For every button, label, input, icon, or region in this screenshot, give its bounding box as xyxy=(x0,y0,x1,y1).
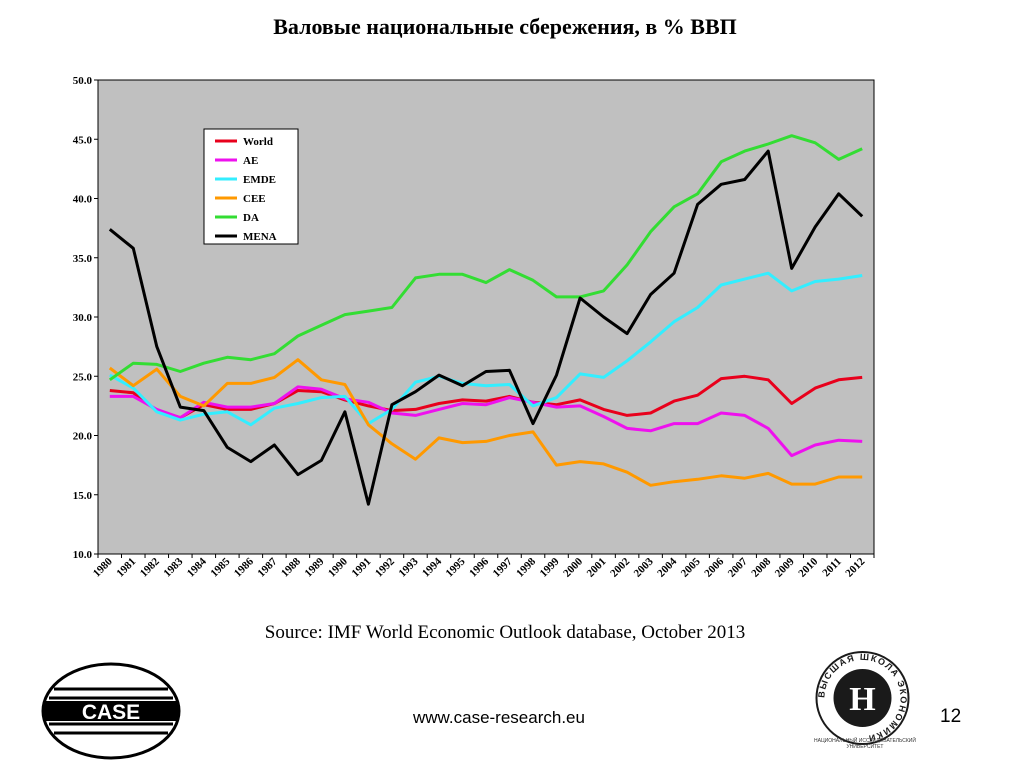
y-tick-label: 20.0 xyxy=(73,431,93,443)
website-link[interactable]: www.case-research.eu xyxy=(413,708,585,727)
x-tick-label: 2001 xyxy=(585,556,609,580)
series-line-ae xyxy=(109,385,863,458)
x-tick-label: 1993 xyxy=(397,555,421,579)
x-tick-label: 1987 xyxy=(255,555,279,579)
x-tick-label: 2000 xyxy=(561,555,585,579)
line-chart: 10.0 15.0 20.0 25.0 30.0 35.0 40.0 45.0 50.0 198… xyxy=(73,75,875,580)
series-line-da xyxy=(108,134,863,382)
legend-label-ae: AE xyxy=(243,155,258,167)
y-axis: 10.0 15.0 20.0 25.0 30.0 35.0 40.0 45.0 50.0 xyxy=(73,75,98,561)
page-number: 12 xyxy=(940,706,962,727)
hse-logo-caption: НАЦИОНАЛЬНЫЙ ИССЛЕДОВАТЕЛЬСКИЙ УНИВЕРСИТ… xyxy=(800,738,930,750)
series-line-emde xyxy=(109,271,863,427)
hse-caption-line2: УНИВЕРСИТЕТ xyxy=(846,744,884,750)
legend-label-mena: MENA xyxy=(243,231,277,243)
x-tick-label: 1981 xyxy=(114,556,138,580)
x-tick-label: 2009 xyxy=(773,555,797,579)
case-logo: CASE xyxy=(41,662,181,760)
x-tick-label: 1995 xyxy=(444,555,468,579)
x-tick-label: 1999 xyxy=(538,555,562,579)
x-tick-label: 2008 xyxy=(749,555,773,579)
y-tick-label: 25.0 xyxy=(73,371,93,383)
legend-label-cee: CEE xyxy=(243,193,266,205)
x-tick-label: 2007 xyxy=(726,555,750,579)
y-tick-label: 50.0 xyxy=(73,75,93,87)
legend-label-world: World xyxy=(243,136,273,148)
x-tick-label: 1991 xyxy=(350,556,374,580)
x-tick-label: 1996 xyxy=(467,555,491,579)
x-tick-label: 1980 xyxy=(91,555,115,579)
y-tick-label: 40.0 xyxy=(73,194,93,206)
source-note: Source: IMF World Economic Outlook datab… xyxy=(264,622,746,643)
y-tick-label: 10.0 xyxy=(73,549,93,561)
y-tick-label: 30.0 xyxy=(73,312,93,324)
x-tick-label: 2004 xyxy=(655,555,679,579)
x-tick-label: 1994 xyxy=(420,555,444,579)
x-tick-label: 2002 xyxy=(608,555,632,579)
x-tick-label: 1982 xyxy=(138,555,162,579)
x-tick-label: 1984 xyxy=(185,555,209,579)
x-tick-label: 1992 xyxy=(373,555,397,579)
x-tick-label: 1998 xyxy=(514,555,538,579)
hse-monogram: Н xyxy=(849,681,875,718)
x-tick-label: 1990 xyxy=(326,555,350,579)
page-title: Валовые национальные сбережения, в % ВВП xyxy=(273,14,737,39)
x-tick-label: 1986 xyxy=(232,555,256,579)
case-logo-text: CASE xyxy=(82,701,140,724)
x-tick-label: 2010 xyxy=(796,555,820,579)
x-tick-label: 2011 xyxy=(820,556,844,580)
legend-box xyxy=(203,128,299,245)
x-tick-label: 1997 xyxy=(491,555,515,579)
x-tick-label: 1989 xyxy=(302,555,326,579)
series-line-mena xyxy=(108,149,864,506)
legend: World AE EMDE CEE DA MENA xyxy=(203,128,299,245)
x-axis: 1980 1981 1982 1983 1984 1985 1986 1987 1988 1989… xyxy=(91,554,875,580)
legend-label-da: DA xyxy=(243,212,259,224)
x-tick-label: 1988 xyxy=(279,555,303,579)
x-tick-label: 2006 xyxy=(702,555,726,579)
y-tick-label: 15.0 xyxy=(73,490,93,502)
y-tick-label: 35.0 xyxy=(73,253,93,265)
x-tick-label: 1983 xyxy=(161,555,185,579)
series-lines xyxy=(108,134,864,506)
x-tick-label: 2003 xyxy=(632,555,656,579)
x-tick-label: 2012 xyxy=(843,555,867,579)
x-tick-label: 2005 xyxy=(679,555,703,579)
series-line-cee xyxy=(108,358,863,487)
hse-logo: ВЫСШАЯ ШКОЛА ЭКОНОМИКИ Н xyxy=(815,651,910,745)
hse-caption-line1: НАЦИОНАЛЬНЫЙ ИССЛЕДОВАТЕЛЬСКИЙ xyxy=(814,738,916,744)
y-tick-label: 45.0 xyxy=(73,134,93,146)
x-tick-label: 1985 xyxy=(208,555,232,579)
legend-label-emde: EMDE xyxy=(243,174,276,186)
series-line-world xyxy=(109,374,863,420)
